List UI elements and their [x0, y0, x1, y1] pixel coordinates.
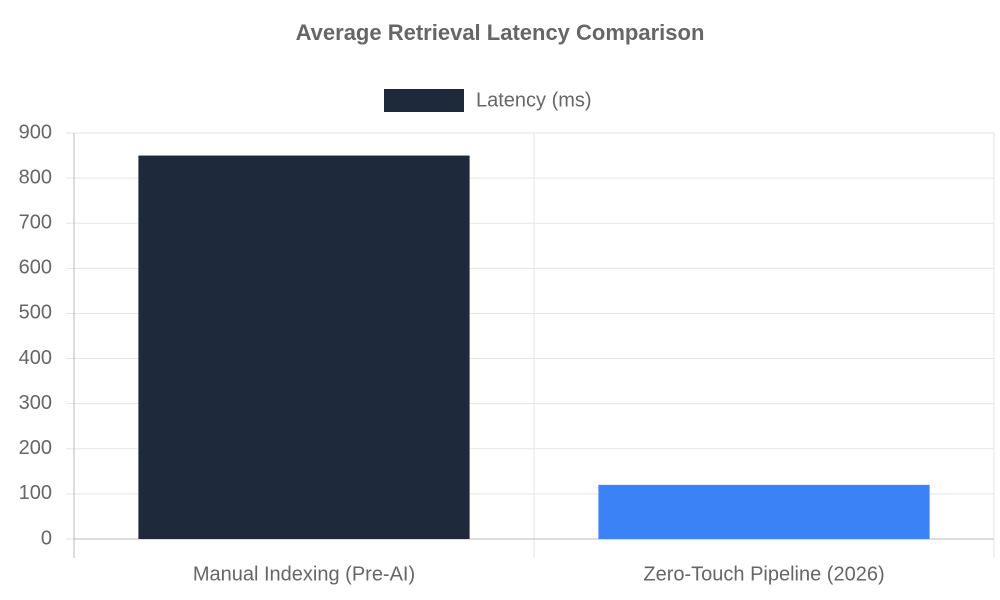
- x-tick-label: Zero-Touch Pipeline (2026): [643, 563, 884, 585]
- y-tick-label: 400: [19, 347, 52, 369]
- legend-swatch: [384, 89, 464, 112]
- x-tick-label: Manual Indexing (Pre-AI): [193, 563, 415, 585]
- legend-label: Latency (ms): [476, 89, 592, 111]
- bar: [598, 484, 930, 539]
- bar: [138, 155, 470, 540]
- y-tick-label: 200: [19, 437, 52, 459]
- y-tick-label: 600: [19, 257, 52, 279]
- y-tick-label: 0: [41, 527, 52, 549]
- y-tick-label: 700: [19, 212, 52, 234]
- y-tick-label: 300: [19, 392, 52, 414]
- y-tick-label: 500: [19, 302, 52, 324]
- chart-title: Average Retrieval Latency Comparison: [296, 20, 705, 45]
- y-tick-label: 800: [19, 166, 52, 188]
- y-tick-label: 900: [19, 121, 52, 143]
- y-tick-label: 100: [19, 482, 52, 504]
